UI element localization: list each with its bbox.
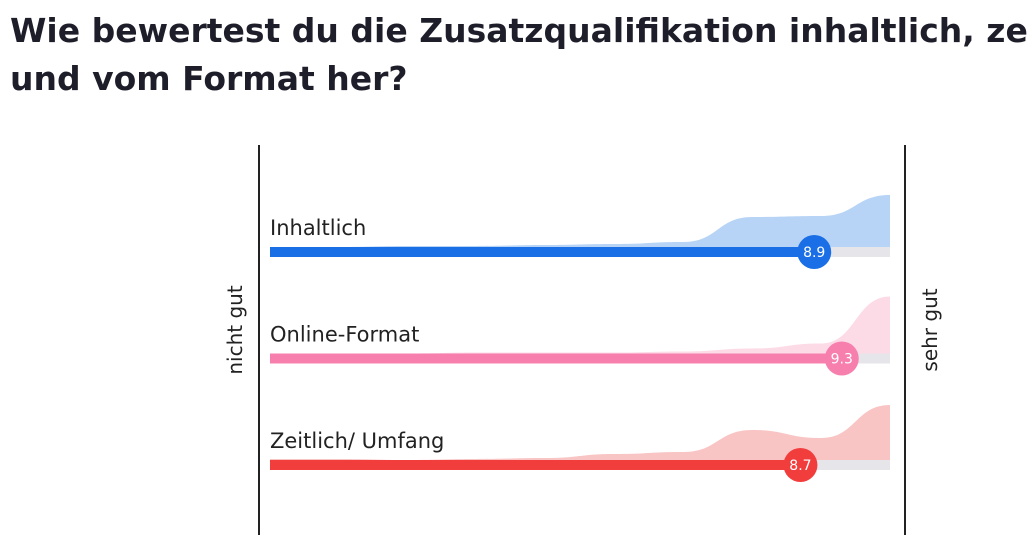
value-marker	[797, 235, 832, 269]
series-label: Inhaltlich	[270, 216, 366, 240]
distribution-area	[270, 405, 890, 460]
series-label: Zeitlich/ Umfang	[270, 429, 444, 453]
value-bar	[270, 247, 815, 257]
value-label: 8.7	[789, 458, 811, 474]
series-label: Online-Format	[270, 323, 419, 347]
max-label: sehr gut	[918, 288, 942, 371]
distribution-area	[270, 296, 890, 354]
min-label: nicht gut	[223, 285, 247, 374]
distribution-area	[270, 195, 890, 247]
value-label: 8.9	[803, 245, 825, 261]
value-marker	[824, 341, 859, 376]
value-marker	[783, 448, 818, 482]
title-line: Wie bewertest du die Zusatzqualifikation…	[10, 11, 1030, 50]
value-bar	[270, 353, 842, 364]
value-bar	[270, 460, 801, 470]
title-line: und vom Format her?	[10, 59, 408, 98]
value-label: 9.3	[831, 352, 853, 368]
